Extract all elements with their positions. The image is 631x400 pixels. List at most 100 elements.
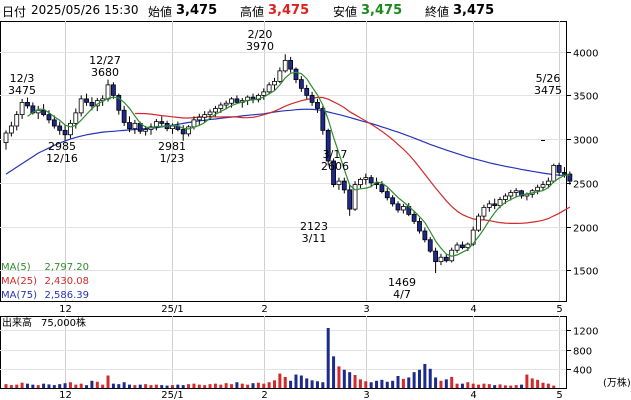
candle-down <box>309 94 315 103</box>
price-axis-ticks: 4000 3500 3000 2500 2000 1500 <box>566 49 598 278</box>
volume-bar <box>455 383 459 388</box>
candle-up <box>508 192 514 197</box>
x-tick-label: 4 <box>470 304 476 315</box>
high-value: 3,475 <box>268 3 310 18</box>
y-tick-label: 1500 <box>573 267 598 278</box>
volume-bar <box>181 385 185 388</box>
volume-bar <box>36 385 40 388</box>
volume-bar <box>482 383 486 388</box>
candle-down <box>433 250 439 263</box>
volume-bar <box>364 381 368 388</box>
legend-ma75-name: MA(75) <box>1 290 37 301</box>
volume-bar <box>230 384 234 388</box>
volume-bar <box>176 384 180 388</box>
volume-bar <box>536 379 540 388</box>
candlestick-series <box>3 54 573 274</box>
volume-bar <box>391 380 395 388</box>
candle-up <box>266 84 272 93</box>
candle-up <box>465 243 471 249</box>
ma5-line <box>27 71 570 257</box>
volume-bar <box>9 385 13 388</box>
volume-bar <box>353 375 357 388</box>
candle-down <box>298 79 304 89</box>
volume-bar <box>471 383 475 388</box>
volume-bar <box>487 384 491 388</box>
annotation-date: 12/16 <box>46 152 78 165</box>
x-tick-label-volume: 2 <box>261 390 267 400</box>
candle-up <box>261 91 267 96</box>
legend-ma75-value: 2,586.39 <box>44 290 89 301</box>
low-label: 安値 <box>333 5 358 19</box>
volume-bar <box>15 384 19 388</box>
legend-ma5-name: MA(5) <box>1 262 31 273</box>
volume-bar <box>369 382 373 388</box>
ma-legend: MA(5) 2,797.20 MA(25) 2,430.08 MA(75) 2,… <box>1 262 89 301</box>
candle-up <box>336 180 342 186</box>
volume-bar <box>58 384 62 388</box>
volume-bar <box>25 383 29 388</box>
annotation-date: 1/23 <box>160 152 185 165</box>
candle-up <box>540 184 546 188</box>
candle-up <box>14 114 20 127</box>
volume-bar <box>154 384 158 388</box>
volume-bar <box>530 378 534 388</box>
y-tick-label: 2500 <box>573 180 598 191</box>
candle-down <box>57 125 63 131</box>
volume-bar <box>224 383 228 388</box>
volume-bar <box>42 383 46 388</box>
volume-bar <box>520 384 524 388</box>
volume-bar <box>267 382 271 388</box>
volume-bar <box>90 380 94 388</box>
volume-bars <box>4 328 556 388</box>
annotation-value: 3475 <box>8 84 36 97</box>
volume-bar <box>546 383 550 388</box>
candle-down <box>341 180 347 191</box>
candle-down <box>395 203 401 211</box>
volume-bar <box>541 382 545 388</box>
candle-up <box>282 59 288 72</box>
candle-up <box>3 132 9 144</box>
volume-bar <box>197 384 201 388</box>
annotation-date: 12/27 <box>89 54 121 67</box>
low-value: 3,475 <box>361 3 403 18</box>
volume-bar <box>460 383 464 388</box>
candle-up <box>358 178 363 186</box>
volume-bar <box>144 384 148 388</box>
candle-up <box>78 98 84 114</box>
candle-down <box>111 84 116 96</box>
volume-bar <box>122 382 126 388</box>
volume-bar <box>332 356 336 388</box>
volume-bar <box>289 380 293 388</box>
open-label: 始値 <box>148 5 173 19</box>
volume-bar <box>74 384 78 388</box>
volume-bar <box>509 385 513 388</box>
annotation-value: 2123 <box>300 220 328 233</box>
candle-down <box>121 109 127 123</box>
candle-up <box>132 122 138 130</box>
volume-panel-frame <box>0 316 567 389</box>
x-tick-label-volume: 3 <box>363 390 369 400</box>
volume-bar <box>63 383 67 388</box>
candle-up <box>170 125 175 130</box>
candle-up <box>202 114 208 118</box>
volume-bar <box>170 385 174 388</box>
volume-bar <box>294 374 298 388</box>
volume-bar <box>283 376 287 388</box>
candle-up <box>400 206 406 211</box>
volume-bar <box>138 384 142 388</box>
volume-bar <box>434 377 438 388</box>
volume-bar <box>273 380 276 388</box>
candle-down <box>390 197 396 205</box>
annotation-value: 3680 <box>91 66 119 79</box>
candle-up <box>196 116 202 121</box>
candle-down <box>234 98 240 103</box>
candle-up <box>35 109 41 114</box>
volume-bar <box>68 382 72 388</box>
volume-bar <box>417 369 421 388</box>
volume-bar <box>213 383 217 388</box>
annotation-value: 2981 <box>158 140 186 153</box>
x-tick-label-volume: 25/1 <box>161 390 183 400</box>
candle-up <box>8 125 14 134</box>
candle-up <box>352 184 358 210</box>
candle-down <box>116 94 122 111</box>
